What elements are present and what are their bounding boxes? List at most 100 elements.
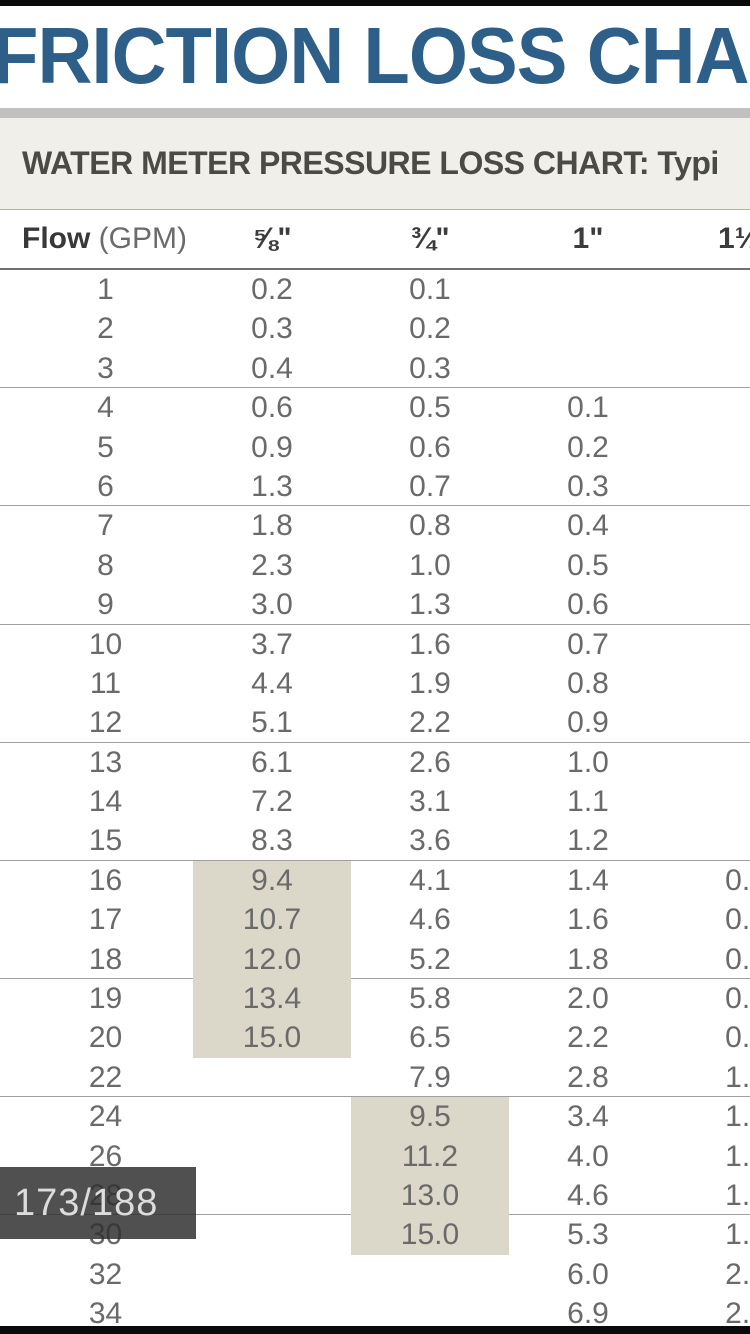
loss-value: 6.9: [567, 1297, 609, 1331]
loss-value: [193, 1058, 351, 1097]
loss-value: 0.8: [409, 509, 451, 543]
table-row: 7 1.8 0.8 0.4: [0, 506, 750, 545]
loss-value: 2.4: [725, 1297, 750, 1331]
loss-value: 8.3: [251, 824, 293, 858]
loss-value: 6.1: [251, 745, 293, 779]
flow-value: 7: [97, 509, 114, 543]
loss-value: [667, 270, 750, 309]
flow-value: 9: [97, 588, 114, 622]
column-header-1in: 1": [572, 222, 604, 255]
loss-value: 0.7: [725, 982, 750, 1016]
loss-value: 1.3: [409, 588, 451, 622]
loss-value: 1.4: [567, 863, 609, 897]
loss-value: 4.1: [409, 863, 451, 897]
table-row: 2 0.3 0.2: [0, 309, 750, 348]
loss-value: [667, 625, 750, 664]
loss-value: 1.6: [567, 903, 609, 937]
column-header-1-5in: 1½": [718, 222, 750, 255]
screen-top-bar: [0, 0, 750, 6]
flow-value: 16: [88, 863, 123, 897]
loss-value: 0.5: [409, 391, 451, 425]
loss-value: 2.2: [567, 1021, 609, 1055]
loss-value: 4.6: [409, 903, 451, 937]
loss-value: 1.3: [251, 469, 293, 503]
flow-value: 13: [88, 745, 123, 779]
loss-value: 0.6: [725, 942, 750, 976]
loss-value: [193, 1097, 351, 1136]
table-row: 9 3.0 1.3 0.6: [0, 585, 750, 625]
loss-value: [667, 309, 750, 348]
loss-value: 4.4: [251, 666, 293, 700]
loss-value: [667, 703, 750, 742]
loss-value: 1.6: [409, 627, 451, 661]
loss-value: 0.1: [567, 391, 609, 425]
loss-value: 0.1: [409, 273, 451, 306]
loss-value: [667, 428, 750, 467]
loss-value: 1.8: [567, 942, 609, 976]
table-row: 12 5.1 2.2 0.9: [0, 703, 750, 743]
loss-value: [509, 309, 667, 348]
table-row: 22 7.9 2.8 1.0: [0, 1058, 750, 1098]
loss-value: 1.1: [567, 785, 609, 819]
loss-value: 0.3: [251, 312, 293, 346]
loss-value: [351, 1255, 509, 1294]
loss-value: 0.4: [251, 351, 293, 385]
table-body: 1 0.2 0.1 2 0.3 0.2 3 0.4 0.3 4 0.6 0.5 0.1 5 0.9 0.6 0.…: [0, 270, 750, 1334]
loss-value: 15.0: [351, 1215, 509, 1255]
table-row: 16 9.4 4.1 1.4 0.4: [0, 860, 750, 901]
loss-value: 15.0: [193, 1018, 351, 1058]
table-row: 19 13.4 5.8 2.0 0.7: [0, 979, 750, 1019]
flow-value: 5: [97, 430, 114, 464]
loss-value: 1.0: [409, 548, 451, 582]
flow-value: 24: [88, 1100, 123, 1134]
loss-value: 5.8: [409, 982, 451, 1016]
flow-value: 10: [88, 627, 123, 661]
loss-value: 3.0: [251, 588, 293, 622]
table-row: 14 7.2 3.1 1.1: [0, 782, 750, 821]
loss-value: 12.0: [193, 939, 351, 980]
table-header-row: Flow (GPM) ⅝" ¾" 1" 1½": [0, 210, 750, 270]
loss-value: [667, 664, 750, 703]
loss-value: 5.1: [251, 706, 293, 740]
chart-subheader-panel: WATER METER PRESSURE LOSS CHART: Typi: [0, 118, 750, 210]
loss-value: 7.9: [409, 1060, 451, 1094]
loss-value: 0.3: [567, 469, 609, 503]
loss-value: [667, 821, 750, 860]
loss-value: 2.8: [567, 1060, 609, 1094]
table-row: 34 6.9 2.4: [0, 1294, 750, 1333]
loss-value: [667, 467, 750, 506]
page-indicator: 173/188: [0, 1167, 196, 1239]
loss-value: 0.8: [567, 666, 609, 700]
loss-value: 5.3: [567, 1218, 609, 1252]
loss-value: 1.4: [725, 1139, 750, 1173]
flow-value: 11: [89, 666, 122, 700]
flow-value: 14: [88, 785, 123, 819]
loss-value: [667, 506, 750, 545]
table-row: 5 0.9 0.6 0.2: [0, 428, 750, 467]
loss-value: 3.6: [409, 824, 451, 858]
loss-value: 1.0: [725, 1060, 750, 1094]
screen-bottom-bar: [0, 1326, 750, 1334]
loss-value: 0.5: [725, 903, 750, 937]
loss-value: 0.7: [409, 469, 451, 503]
flow-label: Flow: [22, 222, 91, 255]
loss-value: [193, 1215, 351, 1254]
loss-value: 10.7: [193, 900, 351, 940]
loss-value: [667, 743, 750, 782]
loss-value: 1.2: [567, 824, 609, 858]
flow-value: 4: [97, 391, 114, 425]
table-row: 24 9.5 3.4 1.2: [0, 1097, 750, 1137]
loss-value: [667, 546, 750, 585]
flow-value: 20: [88, 1021, 123, 1055]
table-row: 11 4.4 1.9 0.8: [0, 664, 750, 703]
table-row: 10 3.7 1.6 0.7: [0, 625, 750, 664]
loss-value: 2.2: [409, 706, 451, 740]
chart-subtitle: WATER METER PRESSURE LOSS CHART: Typi: [22, 145, 719, 181]
loss-value: 0.9: [567, 706, 609, 740]
loss-value: 9.4: [193, 860, 351, 901]
loss-value: 0.6: [567, 588, 609, 622]
loss-value: 2.1: [725, 1257, 750, 1291]
table-row: 8 2.3 1.0 0.5: [0, 546, 750, 585]
page-title: FRICTION LOSS CHART: [0, 11, 750, 100]
